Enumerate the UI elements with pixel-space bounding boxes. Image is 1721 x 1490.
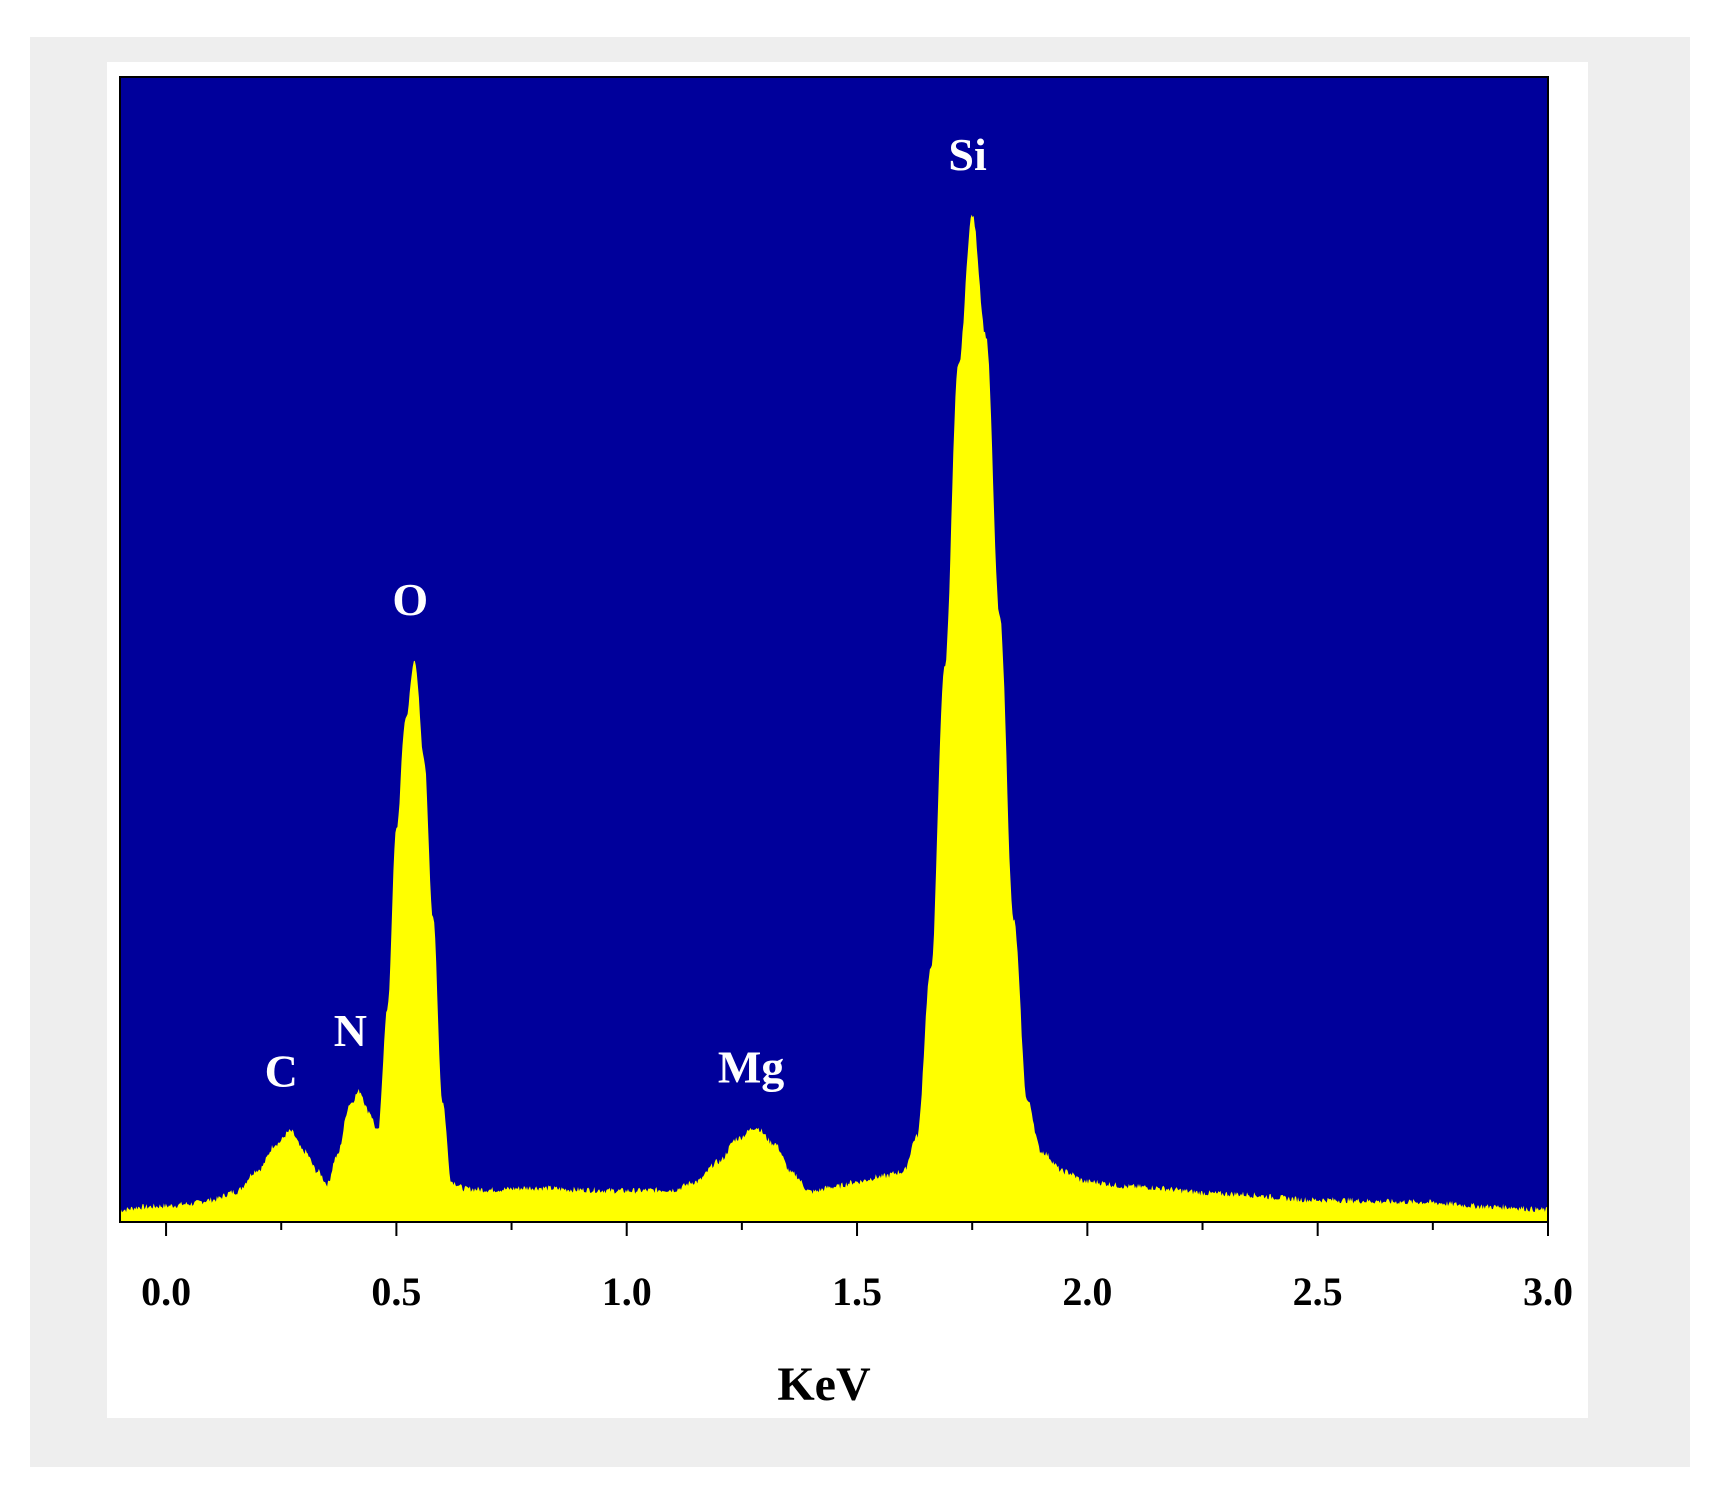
peak-label-n: N bbox=[334, 1005, 367, 1056]
peak-label-o: O bbox=[392, 574, 428, 625]
x-axis-tick-labels: 0.0 0.5 1.0 1.5 2.0 2.5 3.0 bbox=[141, 1269, 1573, 1314]
x-tick-label: 0.0 bbox=[141, 1269, 191, 1314]
x-axis-title: KeV bbox=[777, 1358, 871, 1411]
x-tick-label: 0.5 bbox=[371, 1269, 421, 1314]
x-tick-label: 1.5 bbox=[832, 1269, 882, 1314]
x-tick-label: 2.5 bbox=[1293, 1269, 1343, 1314]
x-tick-label: 3.0 bbox=[1523, 1269, 1573, 1314]
peak-label-si: Si bbox=[948, 129, 987, 180]
x-axis-ticks bbox=[165, 1222, 1549, 1236]
peak-label-mg: Mg bbox=[718, 1041, 784, 1092]
peak-labels: CN O Mg Si bbox=[265, 129, 987, 1096]
peak-label-c: C bbox=[265, 1045, 298, 1096]
plot-area bbox=[120, 77, 1548, 1222]
spectrum-area bbox=[120, 214, 1548, 1222]
x-tick-label: 2.0 bbox=[1062, 1269, 1112, 1314]
x-tick-label: 1.0 bbox=[602, 1269, 652, 1314]
